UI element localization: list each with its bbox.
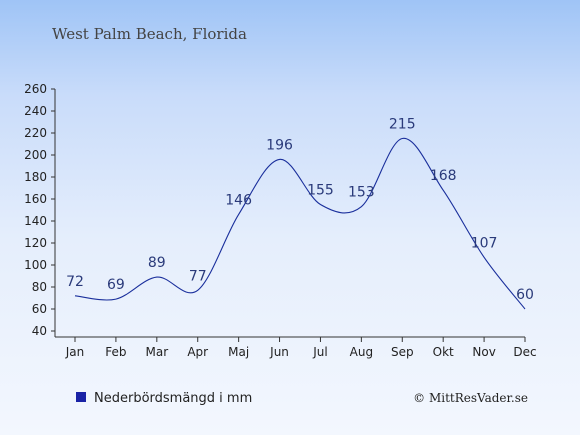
x-tick-label: Jul [312,345,327,359]
x-tick-label: Nov [472,345,495,359]
x-tick-label: Maj [228,345,249,359]
data-label: 89 [148,255,166,271]
y-tick-label: 60 [32,302,47,316]
x-tick-label: Feb [105,345,126,359]
y-tick-label: 260 [24,82,47,96]
y-axis: 40 60 80 100 120 140 160 180 200 220 240 260 [24,82,56,338]
data-label: 72 [66,274,84,290]
x-tick-label: Jun [269,345,289,359]
data-label: 69 [107,277,125,293]
x-tick-label: Dec [513,345,536,359]
series-line [74,137,526,310]
x-axis: Jan Feb Mar Apr Maj Jun Jul Aug Sep Okt Nov Dec [55,336,537,359]
y-tick-label: 220 [24,126,47,140]
y-tick-label: 80 [32,280,47,294]
y-tick-label: 240 [24,104,47,118]
data-label: 77 [189,268,207,284]
y-tick-label: 180 [24,170,47,184]
data-label: 155 [307,183,334,199]
x-tick-label: Okt [433,345,454,359]
y-tick-label: 100 [24,258,47,272]
x-tick-label: Sep [391,345,414,359]
data-label: 60 [516,287,534,303]
x-tick-label: Aug [350,345,373,359]
y-tick-label: 200 [24,148,47,162]
y-tick-label: 160 [24,192,47,206]
x-tick-label: Jan [65,345,85,359]
data-labels: 72 69 89 77 146 196 155 153 215 168 107 60 [66,117,534,304]
y-tick-label: 40 [32,324,47,338]
data-label: 215 [389,117,416,133]
legend-swatch [76,392,86,402]
x-tick-label: Apr [187,345,208,359]
legend-label: Nederbördsmängd i mm [94,391,252,406]
chart-title: West Palm Beach, Florida [52,25,247,43]
data-label: 168 [430,168,457,184]
x-tick-label: Mar [145,345,168,359]
credit-text: © MittResVader.se [413,391,528,405]
data-label: 153 [348,185,375,201]
y-tick-label: 120 [24,236,47,250]
data-label: 196 [266,137,293,153]
y-tick-label: 140 [24,214,47,228]
data-label: 146 [225,192,252,208]
data-label: 107 [471,235,498,251]
